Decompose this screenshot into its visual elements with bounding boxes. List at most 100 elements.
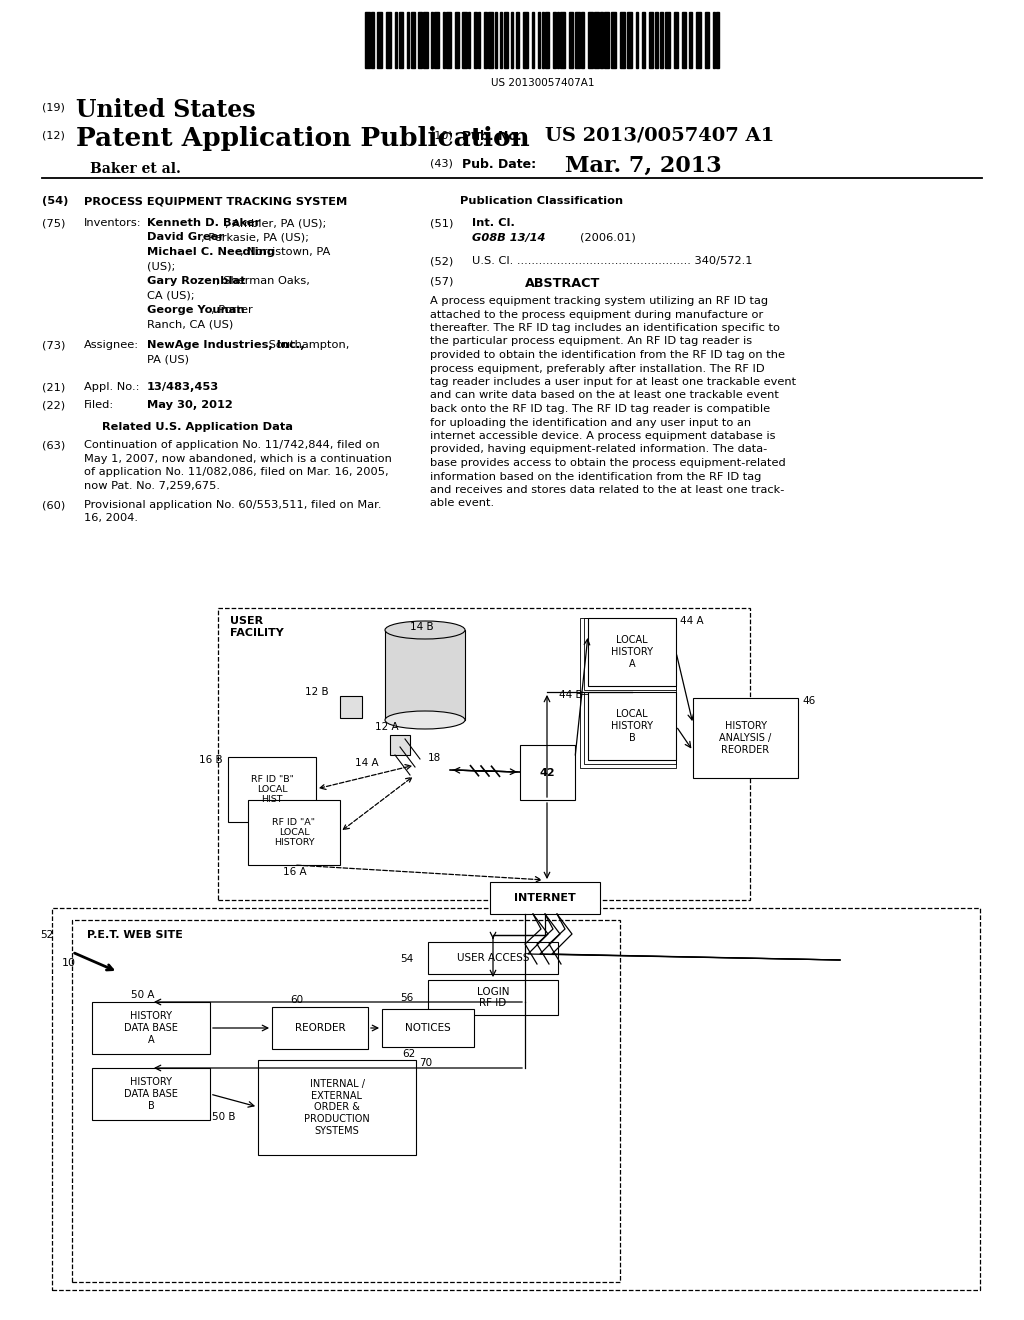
Text: HISTORY
ANALYSIS /
REORDER: HISTORY ANALYSIS / REORDER	[720, 722, 772, 755]
Bar	[627, 12, 632, 69]
Bar	[443, 12, 444, 69]
Bar	[474, 12, 476, 69]
Bar	[716, 12, 719, 69]
Text: (12): (12)	[42, 129, 65, 140]
Text: tag reader includes a user input for at least one trackable event: tag reader includes a user input for at …	[430, 378, 796, 387]
Text: Kenneth D. Baker: Kenneth D. Baker	[147, 218, 260, 228]
Text: A process equipment tracking system utilizing an RF ID tag: A process equipment tracking system util…	[430, 296, 768, 306]
Text: ABSTRACT: ABSTRACT	[525, 277, 600, 290]
Text: INTERNAL /
EXTERNAL
ORDER &
PRODUCTION
SYSTEMS: INTERNAL / EXTERNAL ORDER & PRODUCTION S…	[304, 1080, 370, 1135]
Text: 46: 46	[802, 696, 815, 706]
Bar	[588, 618, 676, 686]
Bar	[431, 12, 432, 69]
Text: 50 A: 50 A	[131, 990, 155, 1001]
Bar	[532, 12, 534, 69]
Ellipse shape	[385, 711, 465, 729]
Text: now Pat. No. 7,259,675.: now Pat. No. 7,259,675.	[84, 480, 220, 491]
Text: NOTICES: NOTICES	[406, 1023, 451, 1034]
Text: 14 B: 14 B	[410, 622, 433, 632]
Bar	[604, 12, 608, 69]
Text: Southampton,: Southampton,	[264, 341, 349, 350]
Text: 13/483,453: 13/483,453	[147, 381, 219, 392]
Text: May 1, 2007, now abandoned, which is a continuation: May 1, 2007, now abandoned, which is a c…	[84, 454, 392, 463]
Bar	[581, 12, 584, 69]
Bar	[696, 12, 700, 69]
Bar	[484, 12, 486, 69]
Bar	[434, 12, 438, 69]
Text: 42: 42	[540, 767, 555, 777]
Bar	[272, 1007, 368, 1049]
Text: (22): (22)	[42, 400, 66, 411]
Text: 50 B: 50 B	[212, 1111, 236, 1122]
Text: and can write data based on the at least one trackable event: and can write data based on the at least…	[430, 391, 779, 400]
Text: 16 B: 16 B	[200, 755, 223, 766]
Text: , Norristown, PA: , Norristown, PA	[240, 247, 331, 257]
Bar	[385, 630, 465, 719]
Text: 54: 54	[400, 954, 414, 964]
Text: RF ID "B"
LOCAL
HIST: RF ID "B" LOCAL HIST	[251, 775, 294, 804]
Bar	[428, 979, 558, 1015]
Text: 12 B: 12 B	[305, 686, 329, 697]
Text: (19): (19)	[42, 102, 65, 112]
Bar	[575, 12, 580, 69]
Text: U.S. Cl. ................................................ 340/572.1: U.S. Cl. ...............................…	[472, 256, 753, 267]
Bar	[218, 609, 750, 900]
Text: (51): (51)	[430, 218, 454, 228]
Bar	[258, 1060, 416, 1155]
Bar	[636, 12, 638, 69]
Bar	[674, 12, 678, 69]
Bar	[248, 800, 340, 865]
Bar	[418, 12, 422, 69]
Bar	[52, 908, 980, 1290]
Text: Gary Rozenblat: Gary Rozenblat	[147, 276, 246, 286]
Text: provided to obtain the identification from the RF ID tag on the: provided to obtain the identification fr…	[430, 350, 785, 360]
Text: (US);: (US);	[147, 261, 179, 272]
Bar	[580, 618, 676, 694]
Text: INTERNET: INTERNET	[514, 894, 575, 903]
Text: (2006.01): (2006.01)	[580, 234, 636, 243]
Bar	[705, 12, 709, 69]
Bar	[500, 12, 502, 69]
Text: , Sherman Oaks,: , Sherman Oaks,	[216, 276, 309, 286]
Bar	[428, 942, 558, 974]
Bar	[495, 12, 497, 69]
Text: Related U.S. Application Data: Related U.S. Application Data	[102, 422, 293, 432]
Text: May 30, 2012: May 30, 2012	[147, 400, 232, 411]
Ellipse shape	[385, 620, 465, 639]
Text: , Ambler, PA (US);: , Ambler, PA (US);	[225, 218, 327, 228]
Text: George Younan: George Younan	[147, 305, 245, 315]
Text: 12 A: 12 A	[375, 722, 398, 733]
Text: 44 B: 44 B	[559, 690, 583, 700]
Bar	[446, 12, 451, 69]
Text: Mar. 7, 2013: Mar. 7, 2013	[565, 154, 722, 177]
Text: (63): (63)	[42, 440, 66, 450]
Text: (57): (57)	[430, 277, 454, 286]
Text: Michael C. Needling: Michael C. Needling	[147, 247, 275, 257]
Text: Baker et al.: Baker et al.	[90, 162, 181, 176]
Bar	[340, 696, 362, 718]
Text: for uploading the identification and any user input to an: for uploading the identification and any…	[430, 417, 752, 428]
Text: (60): (60)	[42, 500, 66, 510]
Text: 52: 52	[40, 931, 53, 940]
Bar	[611, 12, 615, 69]
Text: US 2013/0057407 A1: US 2013/0057407 A1	[545, 127, 774, 145]
Bar	[399, 12, 402, 69]
Bar	[511, 12, 512, 69]
Text: information based on the identification from the RF ID tag: information based on the identification …	[430, 471, 762, 482]
Bar	[490, 882, 600, 913]
Bar	[411, 12, 415, 69]
Text: 16, 2004.: 16, 2004.	[84, 513, 138, 524]
Bar	[523, 12, 527, 69]
Bar	[423, 12, 427, 69]
Text: HISTORY
DATA BASE
B: HISTORY DATA BASE B	[124, 1077, 178, 1110]
Text: Pub. No.:: Pub. No.:	[462, 129, 526, 143]
Text: 44 A: 44 A	[680, 616, 703, 626]
Bar	[600, 12, 602, 69]
Text: USER
FACILITY: USER FACILITY	[230, 616, 284, 638]
Text: Continuation of application No. 11/742,844, filed on: Continuation of application No. 11/742,8…	[84, 440, 380, 450]
Text: PA (US): PA (US)	[147, 354, 189, 364]
Text: back onto the RF ID tag. The RF ID tag reader is compatible: back onto the RF ID tag. The RF ID tag r…	[430, 404, 770, 414]
Text: United States: United States	[76, 98, 256, 121]
Bar	[542, 12, 544, 69]
Bar	[560, 12, 564, 69]
